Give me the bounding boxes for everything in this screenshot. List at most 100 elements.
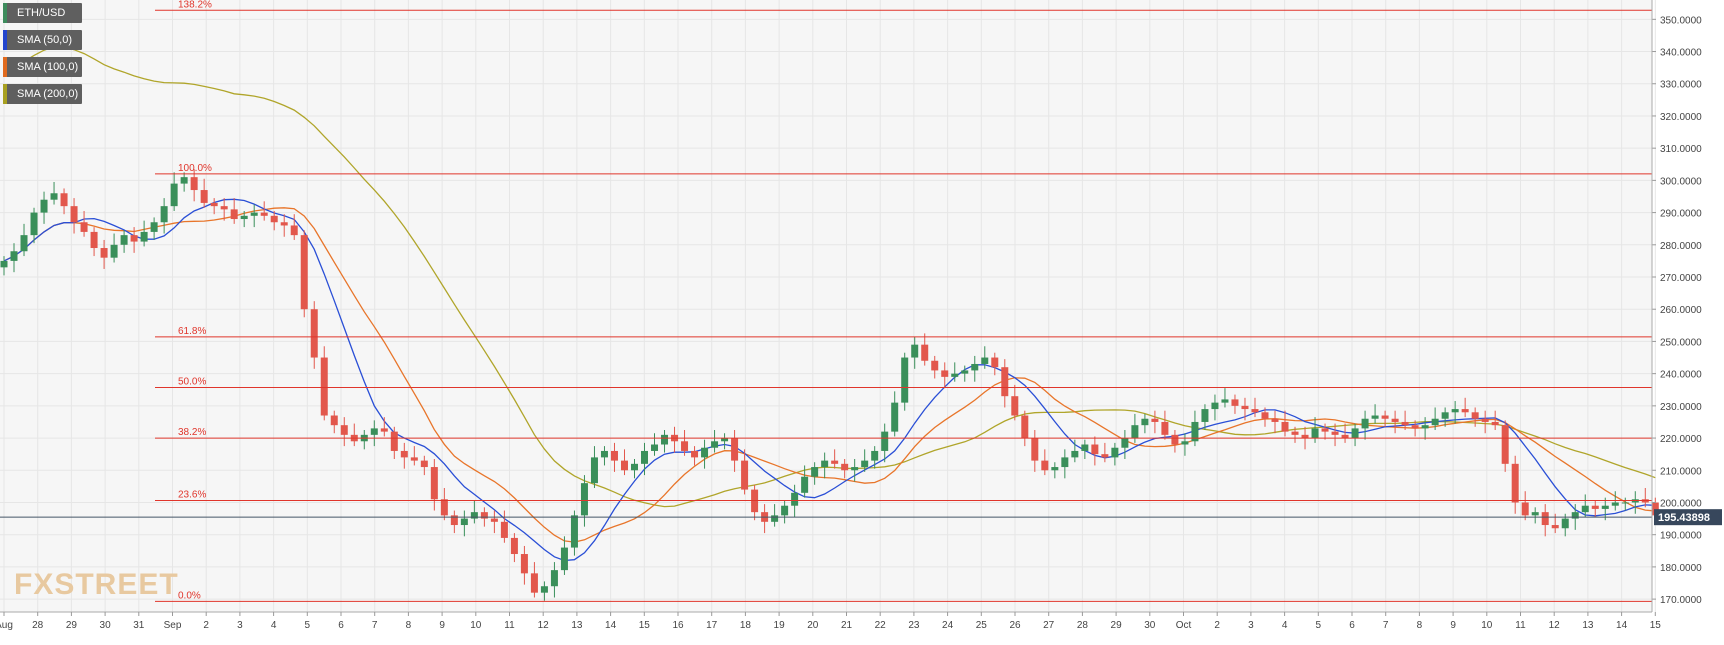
candle-body[interactable] <box>1191 421 1199 442</box>
candle-body[interactable] <box>1201 409 1209 422</box>
candle-body[interactable] <box>490 518 498 522</box>
candle-body[interactable] <box>610 450 618 461</box>
candle-body[interactable] <box>630 463 638 471</box>
candle-body[interactable] <box>1351 428 1359 439</box>
candle-body[interactable] <box>691 450 699 458</box>
candle-body[interactable] <box>681 441 689 451</box>
candle-body[interactable] <box>180 177 188 184</box>
candle-body[interactable] <box>160 206 168 223</box>
candle-body[interactable] <box>1521 502 1529 516</box>
candle-body[interactable] <box>300 235 308 310</box>
candle-body[interactable] <box>931 360 939 371</box>
candle-body[interactable] <box>861 460 869 468</box>
candle-body[interactable] <box>530 573 538 593</box>
candle-body[interactable] <box>520 554 528 574</box>
candle-body[interactable] <box>1291 431 1299 435</box>
legend-item-sma50[interactable]: SMA (50,0) <box>3 30 82 50</box>
candle-body[interactable] <box>90 231 98 249</box>
candle-body[interactable] <box>110 244 118 258</box>
candle-body[interactable] <box>1441 412 1449 419</box>
candle-body[interactable] <box>641 450 649 464</box>
candle-body[interactable] <box>70 206 78 223</box>
candle-body[interactable] <box>1511 463 1519 503</box>
candle-body[interactable] <box>961 370 969 374</box>
legend-item-sma200[interactable]: SMA (200,0) <box>3 84 82 104</box>
candle-body[interactable] <box>60 193 68 207</box>
candle-body[interactable] <box>540 586 548 593</box>
candle-body[interactable] <box>1231 399 1239 406</box>
candle-body[interactable] <box>1601 505 1609 509</box>
candle-body[interactable] <box>1221 399 1229 403</box>
candle-body[interactable] <box>80 222 88 232</box>
legend-item-ethusd[interactable]: ETH/USD <box>3 3 82 23</box>
candle-body[interactable] <box>1501 425 1509 464</box>
candle-body[interactable] <box>560 547 568 571</box>
legend-item-sma100[interactable]: SMA (100,0) <box>3 57 82 77</box>
candle-body[interactable] <box>240 215 248 220</box>
candle-body[interactable] <box>1621 502 1629 504</box>
candle-body[interactable] <box>1461 409 1469 413</box>
candle-body[interactable] <box>841 463 849 471</box>
candle-body[interactable] <box>270 215 278 223</box>
candle-body[interactable] <box>260 212 268 216</box>
candle-body[interactable] <box>1371 415 1379 419</box>
candle-body[interactable] <box>200 190 208 203</box>
candle-body[interactable] <box>1571 512 1579 519</box>
candle-body[interactable] <box>510 537 518 555</box>
candle-body[interactable] <box>851 467 859 471</box>
candle-body[interactable] <box>1101 454 1109 458</box>
candle-body[interactable] <box>1531 512 1539 516</box>
candle-body[interactable] <box>340 425 348 435</box>
candle-body[interactable] <box>1541 512 1549 526</box>
candle-body[interactable] <box>661 434 669 445</box>
candle-body[interactable] <box>50 193 58 200</box>
candle-body[interactable] <box>1361 418 1369 429</box>
candle-body[interactable] <box>831 460 839 464</box>
candle-body[interactable] <box>1081 444 1089 451</box>
candle-body[interactable] <box>1281 421 1289 432</box>
candle-body[interactable] <box>1051 467 1059 471</box>
candle-body[interactable] <box>741 460 749 490</box>
candle-body[interactable] <box>1041 460 1049 471</box>
candle-body[interactable] <box>590 457 598 484</box>
candle-body[interactable] <box>1381 415 1389 419</box>
candle-body[interactable] <box>771 515 779 522</box>
candle-body[interactable] <box>721 438 729 442</box>
candle-body[interactable] <box>140 231 148 242</box>
candle-body[interactable] <box>170 183 178 207</box>
candle-body[interactable] <box>1451 409 1459 413</box>
candle-body[interactable] <box>330 415 338 426</box>
candle-body[interactable] <box>1331 431 1339 435</box>
candle-body[interactable] <box>390 431 398 451</box>
candle-body[interactable] <box>1211 402 1219 410</box>
candle-body[interactable] <box>811 467 819 477</box>
candle-body[interactable] <box>410 457 418 461</box>
candle-body[interactable] <box>250 212 258 216</box>
candle-body[interactable] <box>1001 367 1009 397</box>
candle-body[interactable] <box>971 363 979 371</box>
candle-body[interactable] <box>1411 425 1419 429</box>
candle-body[interactable] <box>480 512 488 519</box>
candle-body[interactable] <box>400 450 408 458</box>
candle-body[interactable] <box>1401 421 1409 426</box>
candle-body[interactable] <box>1391 418 1399 422</box>
candle-body[interactable] <box>1431 418 1439 426</box>
candle-body[interactable] <box>320 357 328 416</box>
candle-body[interactable] <box>1141 418 1149 426</box>
candle-body[interactable] <box>821 460 829 468</box>
candle-body[interactable] <box>951 373 959 377</box>
candle-body[interactable] <box>791 492 799 506</box>
candle-body[interactable] <box>731 438 739 461</box>
candle-body[interactable] <box>1251 409 1259 413</box>
candle-body[interactable] <box>220 206 228 210</box>
candle-body[interactable] <box>1651 502 1659 516</box>
candle-body[interactable] <box>781 505 789 516</box>
candle-body[interactable] <box>941 370 949 377</box>
candle-body[interactable] <box>1111 447 1119 458</box>
candle-body[interactable] <box>10 251 18 261</box>
candle-body[interactable] <box>1011 396 1019 416</box>
candle-body[interactable] <box>701 447 709 458</box>
candle-body[interactable] <box>0 260 8 268</box>
candle-body[interactable] <box>981 357 989 364</box>
candle-body[interactable] <box>1031 438 1039 461</box>
